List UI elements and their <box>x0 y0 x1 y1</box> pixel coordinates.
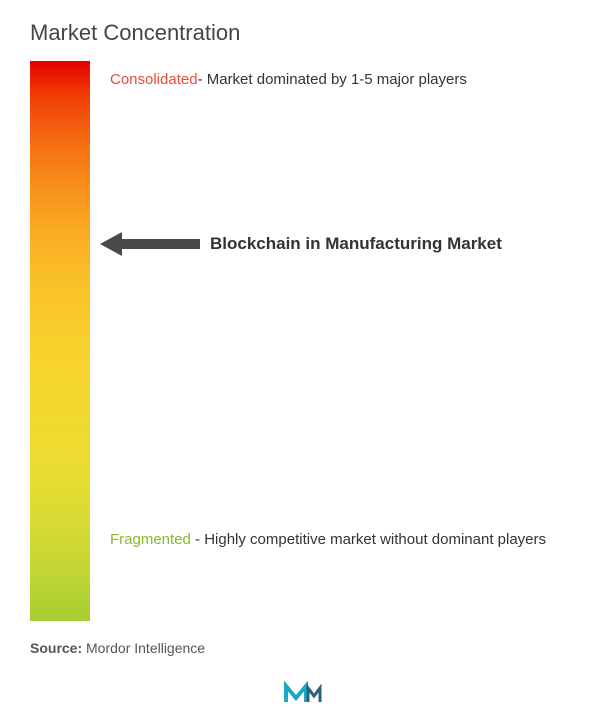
fragmented-desc: - Highly competitive market without domi… <box>191 531 546 548</box>
arrow-left-icon <box>100 229 200 259</box>
fragmented-label-row: Fragmented - Highly competitive market w… <box>110 526 546 555</box>
gradient-bar <box>30 61 90 621</box>
mordor-logo-icon <box>284 680 328 708</box>
page-title: Market Concentration <box>30 20 582 46</box>
brand-logo <box>284 680 328 713</box>
consolidated-desc: - Market dominated by 1-5 major players <box>198 71 467 88</box>
market-name: Blockchain in Manufacturing Market <box>210 234 502 254</box>
concentration-diagram: Consolidated- Market dominated by 1-5 ma… <box>30 61 582 621</box>
consolidated-term: Consolidated <box>110 71 198 88</box>
source-value: Mordor Intelligence <box>82 640 205 656</box>
source-label: Source: <box>30 640 82 656</box>
market-position-marker: Blockchain in Manufacturing Market <box>100 229 502 259</box>
consolidated-label-row: Consolidated- Market dominated by 1-5 ma… <box>110 69 467 92</box>
fragmented-term: Fragmented <box>110 531 191 548</box>
source-attribution: Source: Mordor Intelligence <box>30 640 205 656</box>
